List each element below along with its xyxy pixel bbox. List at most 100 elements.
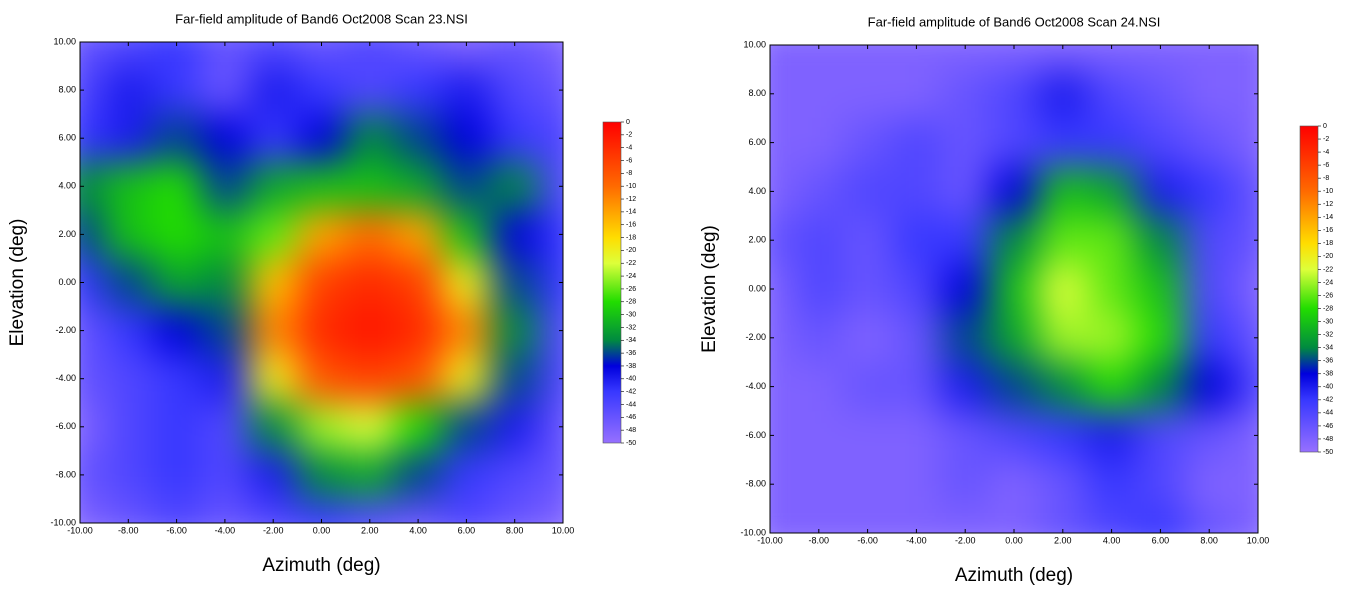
heat-cell (80, 66, 105, 115)
colorbar-tick-label: -32 (626, 324, 636, 331)
heat-cell (249, 258, 298, 308)
heat-cell (393, 450, 443, 500)
colorbar-tick-label: -20 (626, 247, 636, 254)
heat-cell (770, 508, 795, 533)
colorbar-tick-label: -34 (626, 337, 636, 344)
heat-cell (794, 45, 844, 70)
heat-cell (345, 354, 395, 404)
heat-cell (1233, 167, 1258, 217)
heat-cell (892, 215, 942, 266)
heat-cell (1038, 45, 1088, 70)
colorbar-tick-label: -6 (626, 157, 632, 164)
heat-cell (989, 167, 1039, 217)
x-tick-label: -10.00 (757, 535, 783, 545)
heat-cell (770, 118, 795, 168)
heat-cell (538, 258, 563, 308)
heat-cell (1233, 411, 1258, 461)
heat-cell (152, 402, 202, 452)
colorbar-tick-label: -28 (626, 299, 636, 306)
heat-cell (989, 459, 1039, 510)
y-tick-label: 10.00 (743, 39, 766, 49)
heat-cell (200, 162, 250, 211)
heat-cell (442, 498, 492, 523)
chart-title: Far-field amplitude of Band6 Oct2008 Sca… (175, 11, 468, 26)
heat-cell (393, 42, 443, 67)
heat-cell (940, 45, 991, 70)
heat-cell (1038, 167, 1088, 217)
colorbar-tick-label: -46 (1323, 423, 1333, 430)
colorbar-tick-label: -12 (1323, 201, 1333, 208)
heat-cell (490, 210, 540, 259)
heat-cell (940, 167, 991, 217)
colorbar-tick-label: -48 (1323, 436, 1333, 443)
heat-cell (104, 354, 153, 404)
heat-cell (794, 118, 844, 168)
heat-cell (1136, 215, 1186, 266)
heat-cell (770, 459, 795, 510)
heat-cell (80, 114, 105, 163)
heat-cell (80, 402, 105, 452)
heat-cell (989, 118, 1039, 168)
heat-cell (200, 42, 250, 67)
heat-cell (80, 450, 105, 500)
y-tick-label: 8.00 (58, 84, 76, 94)
heat-cell (490, 450, 540, 500)
y-tick-label: -6.00 (55, 421, 76, 431)
heat-cell (393, 66, 443, 115)
heat-cell (940, 459, 991, 510)
heat-cell (152, 162, 202, 211)
heat-cell (538, 162, 563, 211)
y-tick-label: 2.00 (58, 229, 76, 239)
heat-cell (297, 114, 347, 163)
heat-cell (1233, 362, 1258, 412)
heat-cell (393, 498, 443, 523)
heat-cell (1038, 118, 1088, 168)
colorbar-tick-label: -36 (626, 350, 636, 357)
heat-cell (892, 362, 942, 412)
x-tick-label: 0.00 (1005, 535, 1023, 545)
heat-cell (1233, 118, 1258, 168)
heat-cell (794, 167, 844, 217)
heat-cell (1087, 362, 1137, 412)
heat-cell (297, 402, 347, 452)
heat-cell (1233, 264, 1258, 314)
heat-cell (104, 402, 153, 452)
heat-cell (249, 306, 298, 356)
colorbar-tick-label: -16 (626, 222, 636, 229)
heat-cell (538, 66, 563, 115)
heat-cell (393, 210, 443, 259)
heat-cell (490, 498, 540, 523)
heat-cell (538, 306, 563, 356)
heat-cell (393, 114, 443, 163)
heat-cell (297, 450, 347, 500)
colorbar-tick-label: -40 (626, 376, 636, 383)
heat-cell (892, 167, 942, 217)
heat-cell (794, 459, 844, 510)
heat-cell (152, 210, 202, 259)
colorbar-tick-label: -10 (1323, 188, 1333, 195)
x-tick-label: -6.00 (857, 535, 878, 545)
heat-cell (152, 498, 202, 523)
heat-cell (1184, 45, 1235, 70)
heat-cell (345, 162, 395, 211)
heat-cell (297, 162, 347, 211)
heat-cell (393, 162, 443, 211)
heat-cell (442, 114, 492, 163)
y-tick-label: -10.00 (50, 517, 76, 527)
heat-cell (442, 258, 492, 308)
heat-cell (442, 354, 492, 404)
heat-cell (843, 69, 893, 119)
colorbar-tick-label: -18 (626, 234, 636, 241)
heat-cell (1136, 459, 1186, 510)
heat-cell (538, 354, 563, 404)
colorbar-tick-label: -26 (1323, 292, 1333, 299)
heat-cell (490, 162, 540, 211)
heat-cell (1087, 508, 1137, 533)
heat-cell (200, 258, 250, 308)
heat-cell (1038, 69, 1088, 119)
heat-cell (1184, 508, 1235, 533)
heat-cell (393, 258, 443, 308)
x-tick-label: 8.00 (1200, 535, 1218, 545)
heat-cell (442, 450, 492, 500)
heat-cell (1038, 508, 1088, 533)
